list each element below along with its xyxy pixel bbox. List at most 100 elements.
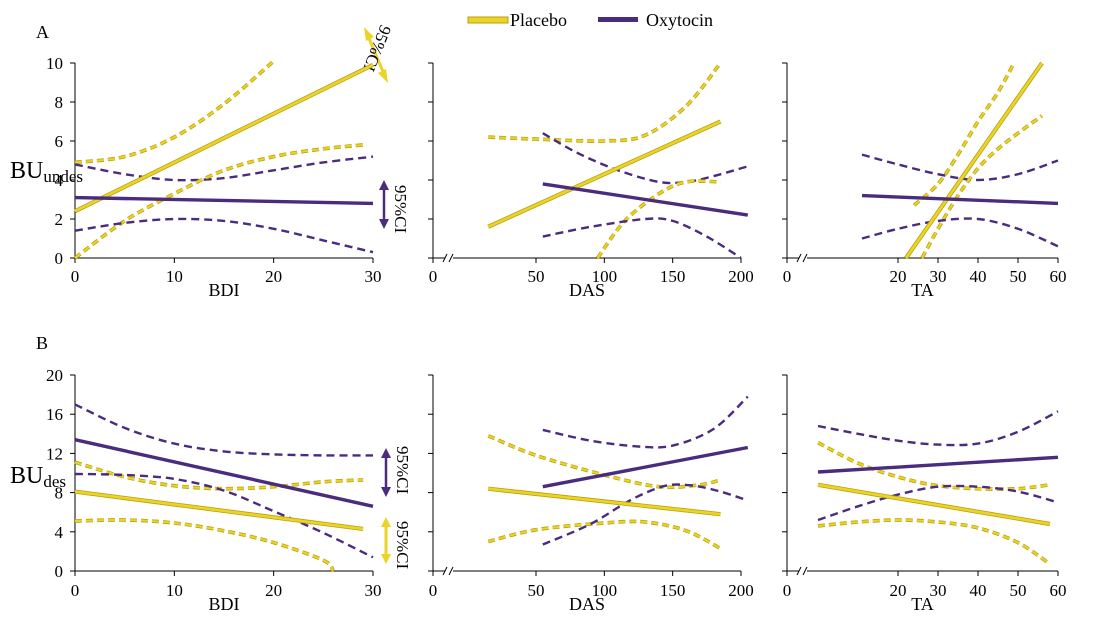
x-axis-label: BDI bbox=[209, 594, 240, 614]
axis-break-mark bbox=[802, 566, 808, 576]
axis-break-mark bbox=[796, 566, 802, 576]
axis-break-mark bbox=[442, 253, 448, 263]
x-tick-label: 50 bbox=[1010, 267, 1027, 286]
x-tick-label: 10 bbox=[166, 581, 183, 600]
oxytocin-ci-lower-line bbox=[817, 484, 1059, 522]
oxytocin-ci-upper-line bbox=[817, 410, 1059, 447]
x-tick-label: 20 bbox=[265, 267, 282, 286]
panel-b-das: 0 50 100 150 200 DAS bbox=[428, 374, 754, 614]
x-tick-label: 100 bbox=[592, 581, 618, 600]
x-tick-label: 200 bbox=[728, 581, 754, 600]
axis-break-gap bbox=[445, 566, 453, 576]
placebo-ci-lower-line bbox=[74, 518, 335, 572]
x-tick-label: 30 bbox=[365, 581, 382, 600]
placebo-ci-lower-line bbox=[921, 114, 1043, 259]
placebo-ci-upper-line bbox=[913, 62, 1015, 207]
axis-break-mark bbox=[802, 253, 808, 263]
placebo-ci-lower-line-edge bbox=[74, 518, 335, 573]
ylabel-row-a-main: BU bbox=[10, 158, 43, 184]
ci-label-b-oxytocin: 95%CI bbox=[393, 446, 412, 495]
placebo-ci-upper-line-edge bbox=[74, 59, 275, 165]
x-tick-label: 0 bbox=[783, 581, 792, 600]
placebo-ci-lower-line bbox=[74, 143, 364, 259]
axis-break-gap bbox=[799, 253, 807, 263]
placebo-ci-upper-line bbox=[817, 441, 1051, 491]
x-tick-label: 150 bbox=[660, 581, 686, 600]
ylabel-row-b-sub: des bbox=[43, 472, 66, 491]
panel-label-b: B bbox=[36, 333, 48, 353]
ci-annotation-b-placebo: 95%CI bbox=[381, 517, 412, 570]
x-axis-label: BDI bbox=[209, 280, 240, 300]
placebo-fit-line bbox=[817, 483, 1051, 526]
oxytocin-fit-line bbox=[861, 193, 1059, 206]
ylabel-row-b-main: BU bbox=[10, 463, 43, 489]
panel-b-ta: 0 20 30 40 50 60 TA bbox=[782, 374, 1067, 614]
x-tick-label: 30 bbox=[930, 581, 947, 600]
placebo-ci-lower-line-edge bbox=[487, 519, 722, 551]
oxytocin-fit-line bbox=[74, 438, 374, 508]
y-tick-label: 2 bbox=[55, 210, 64, 229]
placebo-ci-upper-line-edge bbox=[487, 434, 721, 490]
svg-text:BUdes: BUdes bbox=[10, 463, 66, 491]
placebo-ci-upper-line-edge bbox=[912, 62, 1016, 207]
legend-oxytocin-swatch bbox=[598, 17, 638, 22]
placebo-fit-line bbox=[904, 62, 1044, 259]
x-axis-label: TA bbox=[911, 594, 934, 614]
y-tick-label: 6 bbox=[55, 132, 64, 151]
placebo-fit-line bbox=[487, 120, 722, 228]
placebo-fit-line bbox=[488, 487, 721, 516]
ci-annotation-b-oxytocin: 95%CI bbox=[381, 446, 412, 497]
x-tick-label: 20 bbox=[265, 581, 282, 600]
panel-b-bdi: 0 4 8 12 16 20 0 10 20 30 BDI bbox=[46, 366, 382, 614]
oxytocin-ci-lower-line bbox=[542, 217, 742, 260]
y-tick-label: 20 bbox=[46, 366, 63, 385]
x-tick-label: 50 bbox=[528, 267, 545, 286]
x-tick-label: 150 bbox=[660, 267, 686, 286]
legend-placebo-label: Placebo bbox=[510, 10, 567, 30]
svg-text:BUundes: BUundes bbox=[10, 158, 83, 186]
placebo-ci-lower-line bbox=[596, 180, 721, 259]
x-tick-label: 20 bbox=[890, 581, 907, 600]
ci-annotation-a-oxytocin: 95%CI bbox=[379, 180, 410, 234]
x-tick-label: 60 bbox=[1050, 581, 1067, 600]
x-tick-label: 0 bbox=[783, 267, 792, 286]
x-tick-label: 10 bbox=[166, 267, 183, 286]
y-tick-label: 10 bbox=[46, 54, 63, 73]
x-tick-label: 40 bbox=[970, 267, 987, 286]
oxytocin-ci-upper-line bbox=[74, 155, 374, 182]
oxytocin-ci-upper-line bbox=[74, 403, 374, 457]
axis-break-gap bbox=[445, 253, 453, 263]
oxytocin-ci-upper-line bbox=[542, 395, 749, 449]
oxytocin-fit-line bbox=[542, 182, 749, 217]
panel-label-a: A bbox=[36, 22, 49, 42]
axis-break-mark bbox=[442, 566, 448, 576]
x-tick-label: 30 bbox=[365, 267, 382, 286]
axis-break-gap bbox=[799, 566, 807, 576]
oxytocin-ci-lower-line bbox=[861, 217, 1059, 248]
x-tick-label: 100 bbox=[592, 267, 618, 286]
axis-break-mark bbox=[796, 253, 802, 263]
oxytocin-fit-line bbox=[74, 195, 374, 206]
y-tick-label: 16 bbox=[46, 405, 63, 424]
placebo-fit-line bbox=[74, 63, 374, 213]
placebo-fit-line bbox=[74, 490, 364, 531]
oxytocin-ci-lower-line bbox=[542, 483, 749, 546]
ylabel-row-b: BUdes bbox=[10, 463, 66, 491]
x-tick-label: 60 bbox=[1050, 267, 1067, 286]
ci-label-b-placebo: 95%CI bbox=[393, 521, 412, 570]
panel-a-ta: 0 20 30 40 50 60 TA bbox=[782, 61, 1067, 300]
oxytocin-ci-lower-line bbox=[74, 217, 374, 254]
x-axis-label: DAS bbox=[569, 280, 605, 300]
oxytocin-fit-line bbox=[542, 445, 749, 489]
x-tick-label: 0 bbox=[429, 581, 438, 600]
oxytocin-ci-upper-line bbox=[542, 132, 749, 185]
x-tick-label: 50 bbox=[1010, 581, 1027, 600]
placebo-ci-upper-line-edge bbox=[488, 61, 722, 143]
x-tick-label: 50 bbox=[528, 581, 545, 600]
placebo-ci-lower-line bbox=[817, 518, 1051, 565]
y-tick-label: 8 bbox=[55, 93, 64, 112]
x-tick-label: 0 bbox=[71, 267, 80, 286]
placebo-ci-upper-line bbox=[488, 62, 722, 143]
oxytocin-ci-lower-line bbox=[74, 472, 374, 559]
